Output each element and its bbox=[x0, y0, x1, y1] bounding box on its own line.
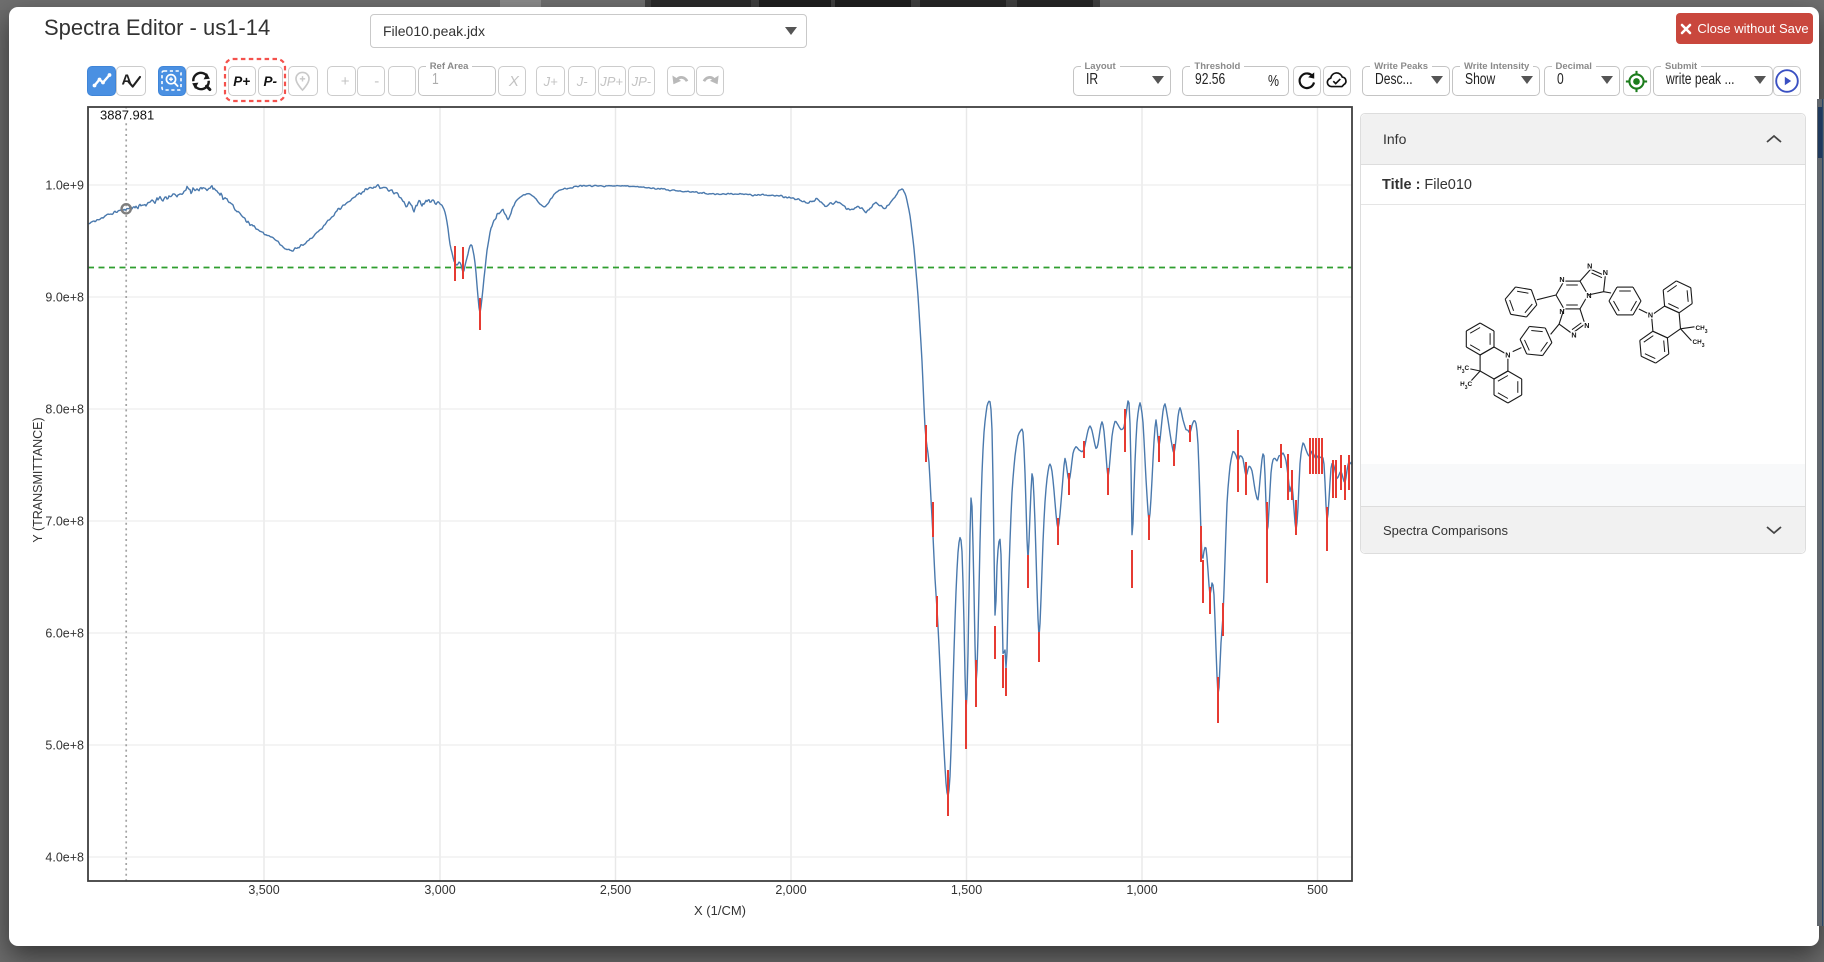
svg-text:3887.981: 3887.981 bbox=[100, 108, 154, 123]
svg-text:9.0e+8: 9.0e+8 bbox=[45, 291, 84, 305]
svg-text:Y (TRANSMITTANCE): Y (TRANSMITTANCE) bbox=[31, 417, 45, 542]
svg-text:N: N bbox=[1584, 321, 1589, 330]
svg-text:N: N bbox=[1586, 291, 1591, 300]
svg-text:N: N bbox=[1571, 331, 1576, 340]
svg-text:6.0e+8: 6.0e+8 bbox=[45, 627, 84, 641]
svg-text:2,500: 2,500 bbox=[600, 883, 631, 897]
svg-text:3,500: 3,500 bbox=[248, 883, 279, 897]
svg-text:N: N bbox=[1559, 307, 1564, 316]
svg-text:1.0e+9: 1.0e+9 bbox=[45, 179, 84, 193]
svg-text:H3C: H3C bbox=[1457, 365, 1469, 375]
svg-text:A: A bbox=[121, 73, 132, 89]
svg-text:H3C: H3C bbox=[1460, 381, 1472, 391]
svg-text:N: N bbox=[1505, 351, 1510, 360]
svg-text:N: N bbox=[1587, 261, 1592, 270]
svg-text:1,500: 1,500 bbox=[951, 883, 982, 897]
svg-text:2,000: 2,000 bbox=[775, 883, 806, 897]
svg-text:500: 500 bbox=[1307, 883, 1328, 897]
svg-text:CH3: CH3 bbox=[1692, 339, 1704, 349]
svg-text:N: N bbox=[1648, 311, 1653, 320]
svg-text:N: N bbox=[1603, 268, 1608, 277]
svg-text:5.0e+8: 5.0e+8 bbox=[45, 739, 84, 753]
svg-text:N: N bbox=[1559, 275, 1564, 284]
svg-text:4.0e+8: 4.0e+8 bbox=[45, 851, 84, 865]
svg-text:8.0e+8: 8.0e+8 bbox=[45, 403, 84, 417]
svg-text:7.0e+8: 7.0e+8 bbox=[45, 515, 84, 529]
svg-text:3,000: 3,000 bbox=[424, 883, 455, 897]
svg-text:X (1/CM): X (1/CM) bbox=[694, 903, 746, 918]
svg-text:CH3: CH3 bbox=[1695, 325, 1707, 335]
svg-text:1,000: 1,000 bbox=[1126, 883, 1157, 897]
